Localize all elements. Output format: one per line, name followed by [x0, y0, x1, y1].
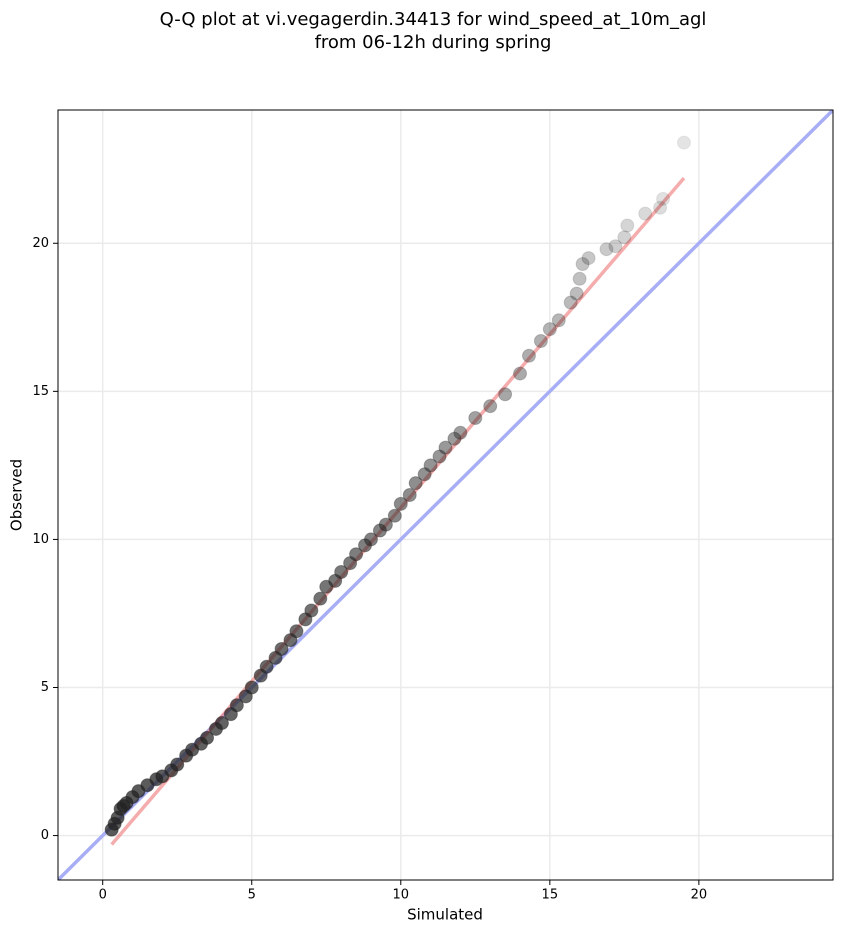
- chart-subtitle: from 06-12h during spring: [315, 32, 552, 53]
- point: [423, 458, 438, 473]
- point: [349, 547, 364, 562]
- point: [408, 476, 423, 491]
- point: [468, 411, 483, 425]
- point: [572, 271, 587, 286]
- point: [304, 603, 319, 618]
- x-tick-label: 15: [542, 888, 559, 903]
- point: [533, 334, 548, 348]
- point: [402, 488, 417, 502]
- point: [521, 348, 536, 363]
- point: [214, 716, 229, 731]
- point: [498, 387, 513, 402]
- point: [483, 399, 498, 414]
- x-axis-label: Simulated: [407, 906, 483, 924]
- x-tick-label: 10: [393, 888, 410, 903]
- point: [438, 440, 453, 455]
- point: [289, 624, 304, 639]
- point: [676, 135, 691, 150]
- point: [447, 431, 462, 446]
- point: [432, 449, 447, 464]
- point: [575, 257, 590, 271]
- point: [363, 532, 378, 547]
- y-tick-label: 10: [32, 532, 49, 547]
- point: [656, 191, 671, 206]
- point: [200, 730, 215, 745]
- point: [620, 218, 635, 233]
- chart-title: Q-Q plot at vi.vegagerdin.34413 for wind…: [160, 9, 707, 30]
- plot-area: [58, 110, 833, 880]
- y-tick-label: 5: [41, 680, 49, 695]
- grid: [58, 110, 833, 880]
- point: [170, 757, 185, 772]
- point: [259, 659, 274, 674]
- x-tick-label: 20: [691, 888, 708, 903]
- x-tick-label: 5: [248, 888, 256, 903]
- point: [638, 206, 653, 221]
- point: [551, 313, 566, 328]
- point: [334, 565, 349, 579]
- point: [608, 239, 623, 254]
- point: [542, 322, 557, 337]
- axes-frame: [57, 109, 834, 881]
- point: [617, 230, 632, 245]
- x-tick-label: 0: [99, 888, 107, 903]
- point: [453, 425, 468, 440]
- y-tick-label: 15: [32, 384, 49, 399]
- point: [513, 366, 528, 381]
- y-tick-label: 0: [41, 828, 49, 843]
- point: [229, 698, 244, 713]
- y-axis-label: Observed: [8, 459, 26, 531]
- point: [599, 242, 614, 257]
- point: [378, 517, 393, 532]
- point: [244, 680, 259, 695]
- point: [581, 251, 596, 266]
- point: [274, 642, 289, 656]
- point: [563, 295, 578, 310]
- point: [387, 508, 402, 523]
- point: [393, 496, 408, 511]
- point: [417, 467, 432, 482]
- y-tick-label: 20: [32, 236, 49, 251]
- point: [313, 591, 328, 606]
- point: [569, 286, 584, 301]
- point: [653, 200, 668, 215]
